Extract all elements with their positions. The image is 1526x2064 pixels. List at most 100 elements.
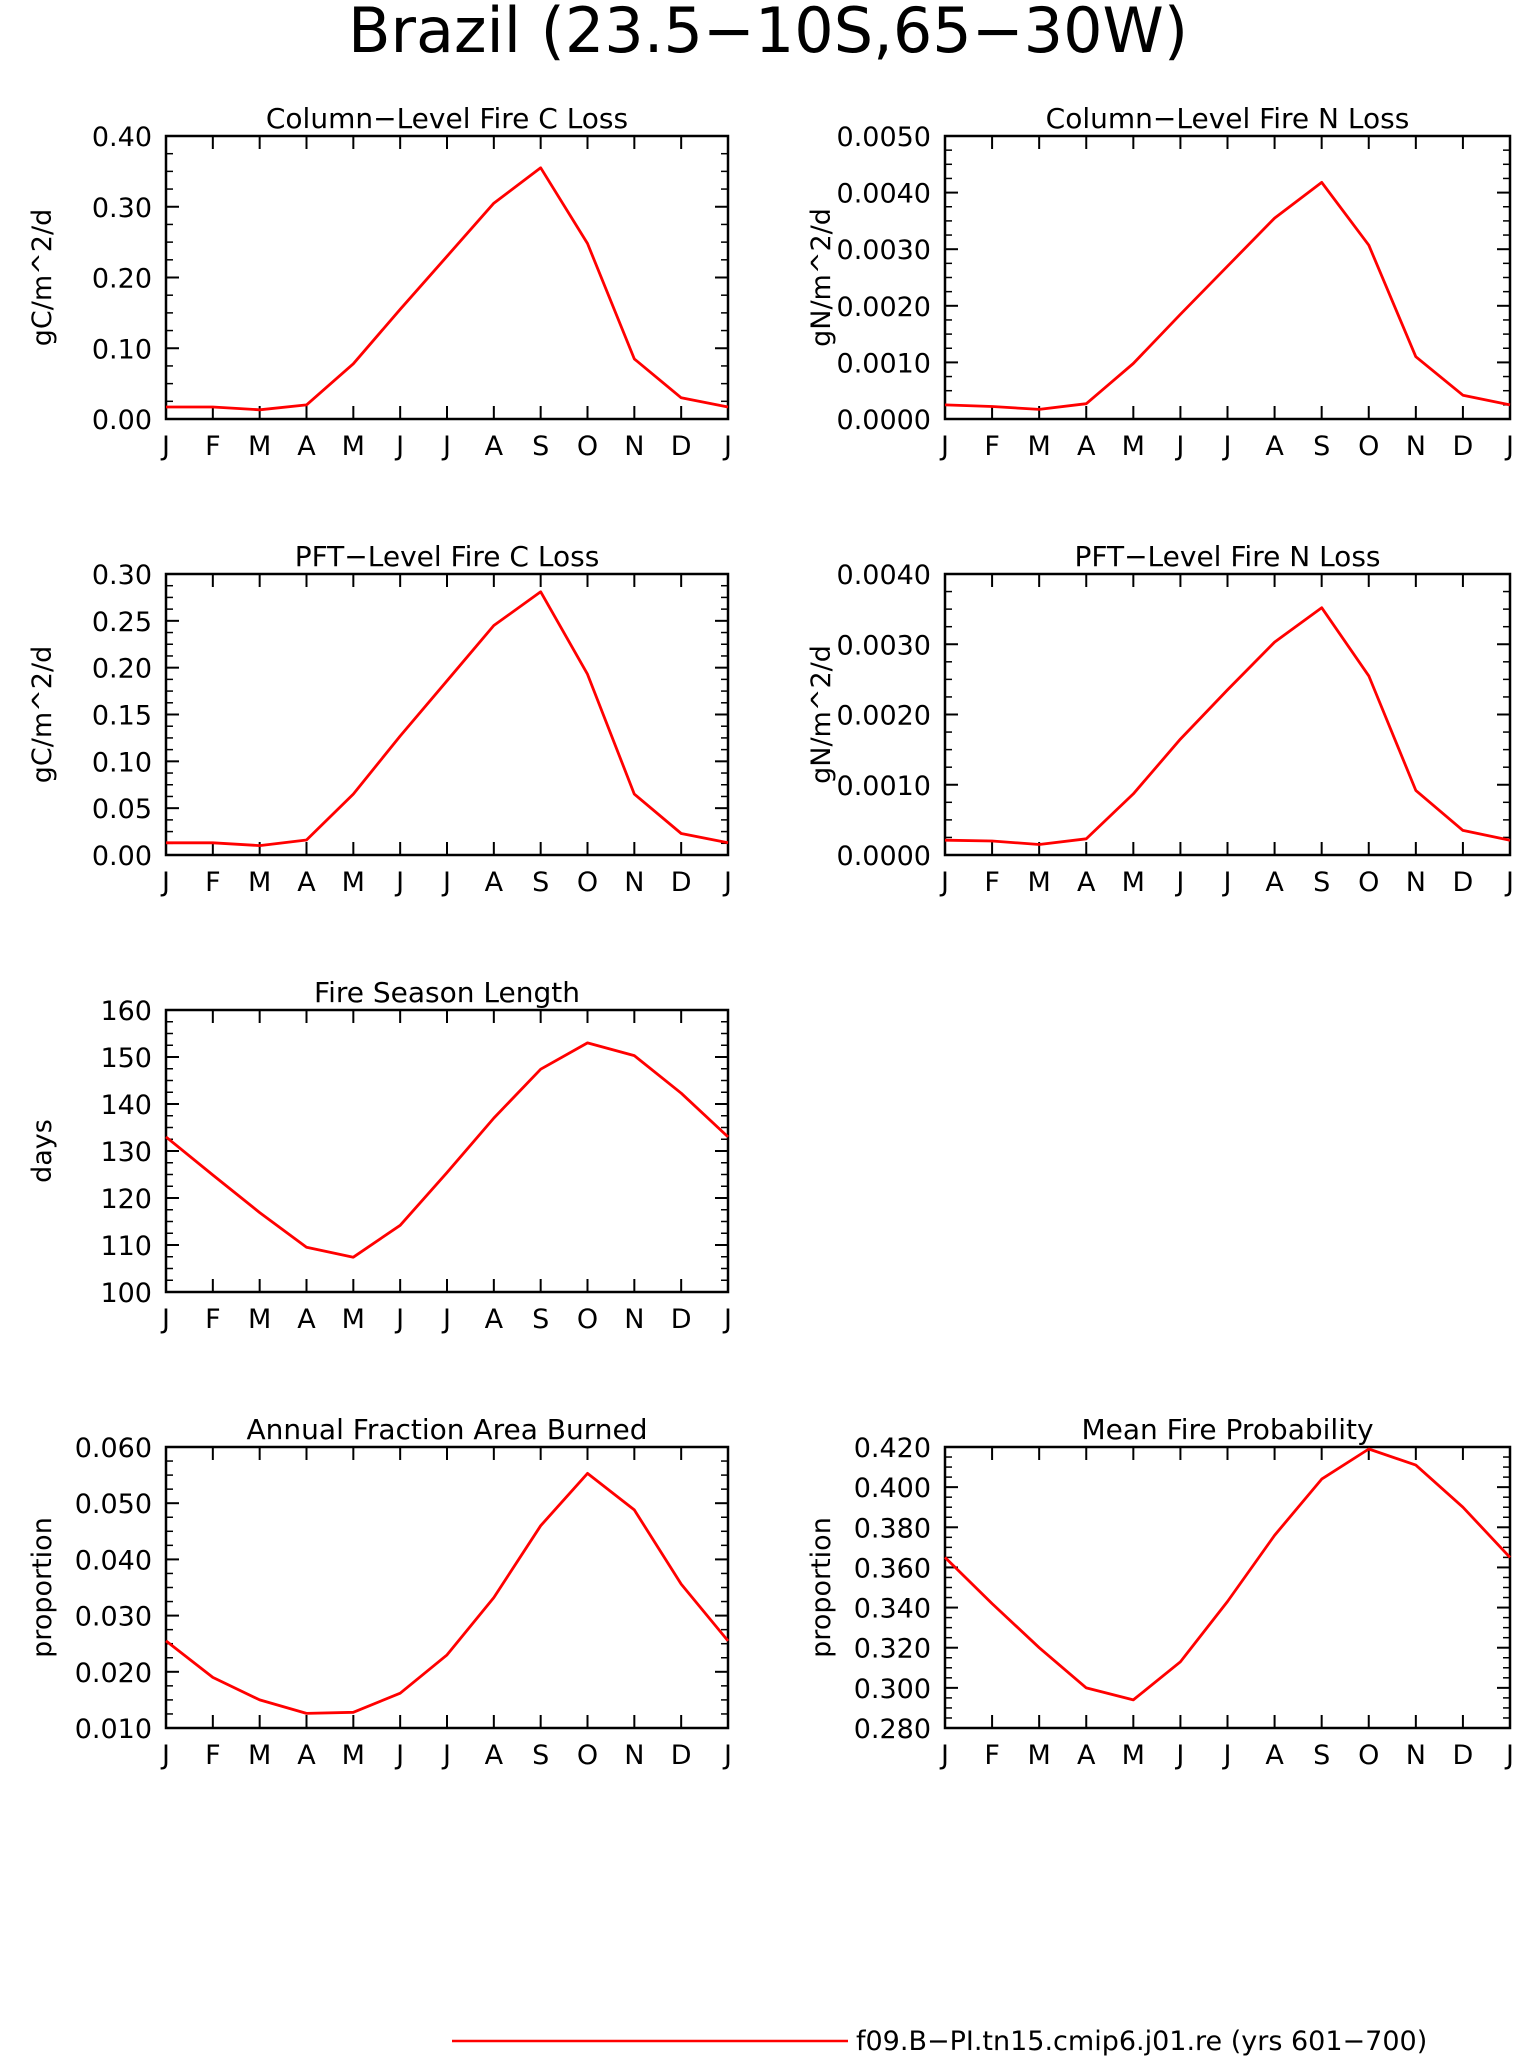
plot-frame	[164, 1445, 730, 1730]
y-tick-label: 0.030	[75, 1602, 152, 1633]
y-tick-label: 0.25	[92, 607, 152, 638]
y-tick-label: 0.020	[75, 1658, 152, 1689]
y-tick-label: 0.0020	[837, 701, 931, 732]
x-tick-label: M	[248, 1304, 271, 1335]
x-tick-label: F	[205, 867, 221, 898]
y-axis-label: days	[27, 1119, 58, 1183]
x-tick-label: D	[671, 1304, 692, 1335]
x-tick-label: J	[394, 431, 404, 462]
x-tick-label: N	[624, 431, 644, 462]
y-tick-label: 100	[100, 1278, 152, 1309]
x-tick-label: J	[1504, 431, 1514, 462]
y-tick-label: 0.10	[92, 747, 152, 778]
x-tick-label: J	[1222, 867, 1232, 898]
y-axis-label: gC/m^2/d	[27, 209, 58, 346]
x-tick-label: S	[1313, 431, 1330, 462]
x-tick-label: J	[1504, 1740, 1514, 1771]
y-axis-label: proportion	[27, 1517, 58, 1658]
x-tick-label: M	[1122, 1740, 1145, 1771]
x-tick-label: J	[160, 1304, 170, 1335]
plot-frame	[164, 134, 730, 421]
y-tick-label: 0.400	[854, 1473, 931, 1504]
x-tick-label: F	[205, 431, 221, 462]
x-tick-label: O	[577, 1740, 598, 1771]
y-tick-label: 0.010	[75, 1714, 152, 1745]
x-tick-label: A	[1077, 1740, 1096, 1771]
plot-frame	[943, 572, 1512, 857]
x-tick-label: A	[297, 1740, 316, 1771]
x-tick-label: A	[1077, 867, 1096, 898]
x-tick-label: A	[485, 431, 504, 462]
y-tick-label: 0.20	[92, 264, 152, 295]
series-line	[944, 606, 1511, 846]
y-tick-label: 150	[100, 1043, 152, 1074]
y-tick-label: 0.05	[92, 794, 152, 825]
y-tick-label: 0.0030	[837, 235, 931, 266]
x-tick-label: S	[532, 867, 549, 898]
legend-label: f09.B−PI.tn15.cmip6.j01.re (yrs 601−700)	[856, 2026, 1427, 2057]
x-tick-label: O	[577, 1304, 598, 1335]
x-tick-label: J	[722, 1740, 732, 1771]
y-tick-label: 0.0050	[837, 122, 931, 153]
y-tick-label: 0.10	[92, 334, 152, 365]
x-tick-label: D	[671, 867, 692, 898]
x-tick-label: O	[1358, 867, 1379, 898]
x-tick-label: A	[485, 1304, 504, 1335]
x-tick-label: F	[984, 1740, 1000, 1771]
x-tick-label: J	[939, 867, 949, 898]
y-tick-label: 0.340	[854, 1594, 931, 1625]
x-tick-label: J	[1222, 431, 1232, 462]
x-tick-label: A	[1265, 867, 1284, 898]
x-tick-label: J	[394, 867, 404, 898]
x-tick-label: M	[342, 431, 365, 462]
y-tick-label: 0.050	[75, 1489, 152, 1520]
panel-title: PFT−Level Fire C Loss	[295, 540, 600, 573]
y-tick-label: 0.300	[854, 1674, 931, 1705]
x-tick-label: A	[1265, 1740, 1284, 1771]
x-tick-label: J	[160, 1740, 170, 1771]
x-tick-label: M	[1028, 431, 1051, 462]
y-tick-label: 0.0020	[837, 292, 931, 323]
y-tick-label: 0.30	[92, 560, 152, 591]
x-tick-label: J	[722, 867, 732, 898]
x-tick-label: M	[342, 1304, 365, 1335]
y-tick-label: 140	[100, 1090, 152, 1121]
x-tick-label: J	[160, 867, 170, 898]
y-tick-label: 120	[100, 1184, 152, 1215]
y-tick-label: 0.320	[854, 1634, 931, 1665]
series-line	[166, 590, 729, 847]
series-line	[165, 1472, 730, 1715]
y-tick-label: 0.0040	[837, 179, 931, 210]
series-line	[944, 1447, 1512, 1702]
chart-panel-col-n: J F M A M J J A S O N D J0.00000.00100.00200.00300.0…	[806, 102, 1514, 462]
x-tick-label: J	[1504, 867, 1514, 898]
y-tick-label: 0.420	[854, 1433, 931, 1464]
panel-title: Fire Season Length	[314, 976, 580, 1009]
x-tick-label: J	[1222, 1740, 1232, 1771]
x-tick-label: J	[394, 1304, 404, 1335]
x-tick-label: J	[441, 867, 451, 898]
y-tick-label: 0.0010	[837, 771, 931, 802]
series-line	[166, 166, 729, 412]
chart-panel-mfp: J F M A M J J A S O N D J0.2800.3000.3200.3400.3600.…	[806, 1413, 1514, 1771]
panel-title: Column−Level Fire N Loss	[1046, 102, 1410, 135]
y-tick-label: 0.360	[854, 1553, 931, 1584]
y-tick-label: 0.0000	[837, 841, 931, 872]
x-tick-label: M	[248, 1740, 271, 1771]
x-tick-label: M	[1122, 867, 1145, 898]
x-tick-label: M	[248, 867, 271, 898]
series-line	[165, 1041, 729, 1259]
y-tick-label: 0.380	[854, 1513, 931, 1544]
x-tick-label: M	[1028, 1740, 1051, 1771]
y-axis-label: proportion	[806, 1517, 837, 1658]
x-tick-label: O	[1358, 431, 1379, 462]
y-tick-label: 0.0030	[837, 630, 931, 661]
x-tick-label: S	[1313, 867, 1330, 898]
x-tick-label: A	[485, 1740, 504, 1771]
legend: f09.B−PI.tn15.cmip6.j01.re (yrs 601−700)	[452, 2026, 1427, 2057]
y-tick-label: 0.00	[92, 841, 152, 872]
y-tick-label: 110	[100, 1231, 152, 1262]
x-tick-label: O	[577, 431, 598, 462]
y-tick-label: 0.040	[75, 1545, 152, 1576]
x-tick-label: J	[722, 1304, 732, 1335]
